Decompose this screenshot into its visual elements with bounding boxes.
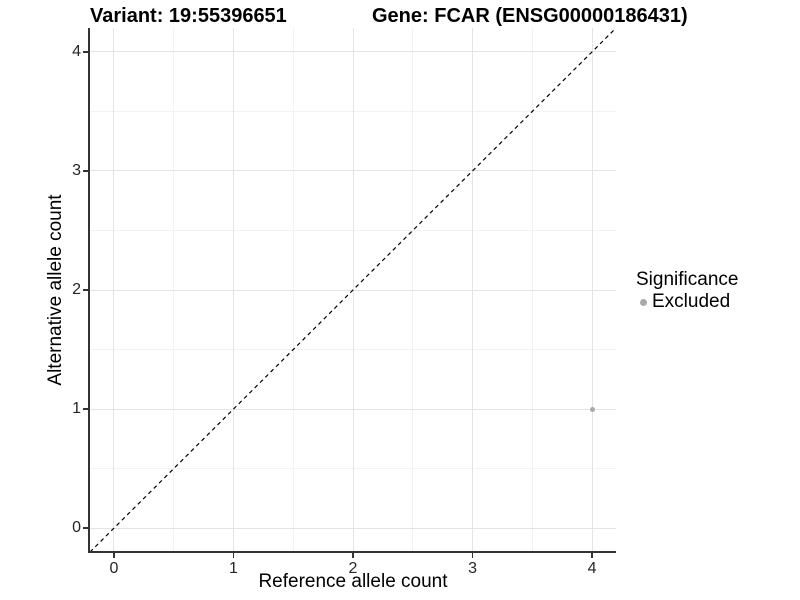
x-tick-mark bbox=[471, 553, 474, 558]
gridline-y-major bbox=[90, 170, 616, 172]
y-tick-label: 0 bbox=[72, 519, 81, 537]
legend: Significance Excluded bbox=[636, 269, 738, 312]
gene-title: Gene: FCAR (ENSG00000186431) bbox=[372, 5, 688, 27]
x-tick-mark bbox=[591, 553, 593, 558]
y-tick-mark bbox=[83, 51, 88, 53]
y-tick-mark bbox=[83, 289, 88, 291]
identity-line bbox=[89, 27, 617, 553]
y-tick-mark bbox=[83, 527, 88, 529]
y-tick-label: 1 bbox=[72, 400, 81, 418]
legend-entry-label: Excluded bbox=[652, 291, 731, 312]
legend-title: Significance bbox=[636, 269, 739, 290]
y-tick-label: 2 bbox=[72, 281, 81, 298]
y-tick-label: 3 bbox=[72, 161, 81, 179]
y-tick-mark bbox=[83, 170, 88, 172]
x-tick-mark bbox=[232, 553, 235, 558]
y-axis-title: Alternative allele count bbox=[45, 194, 66, 386]
x-tick-label: 2 bbox=[348, 560, 358, 577]
x-tick-mark bbox=[113, 553, 115, 558]
x-tick-label: 3 bbox=[468, 560, 477, 577]
gridline-y-major bbox=[90, 408, 616, 410]
x-tick-label: 0 bbox=[109, 560, 119, 577]
x-axis-title: Reference allele count bbox=[258, 571, 448, 592]
gridline-y-major bbox=[90, 527, 616, 529]
x-tick-label: 1 bbox=[229, 560, 238, 577]
legend-key bbox=[636, 295, 650, 309]
variant-title: Variant: 19:55396651 bbox=[90, 5, 287, 27]
legend-entries: Excluded bbox=[636, 291, 738, 312]
y-tick-label: 4 bbox=[72, 42, 81, 60]
x-axis-line bbox=[88, 551, 616, 553]
legend-entry-excluded: Excluded bbox=[636, 291, 738, 312]
x-tick-label: 4 bbox=[587, 560, 597, 577]
y-axis-line bbox=[88, 28, 90, 553]
gridline-y-major bbox=[90, 51, 616, 53]
data-point-excluded bbox=[589, 406, 595, 412]
legend-dot-icon bbox=[639, 298, 647, 306]
plot-panel bbox=[89, 27, 617, 553]
y-tick-mark bbox=[83, 408, 88, 410]
x-tick-mark bbox=[352, 553, 354, 558]
